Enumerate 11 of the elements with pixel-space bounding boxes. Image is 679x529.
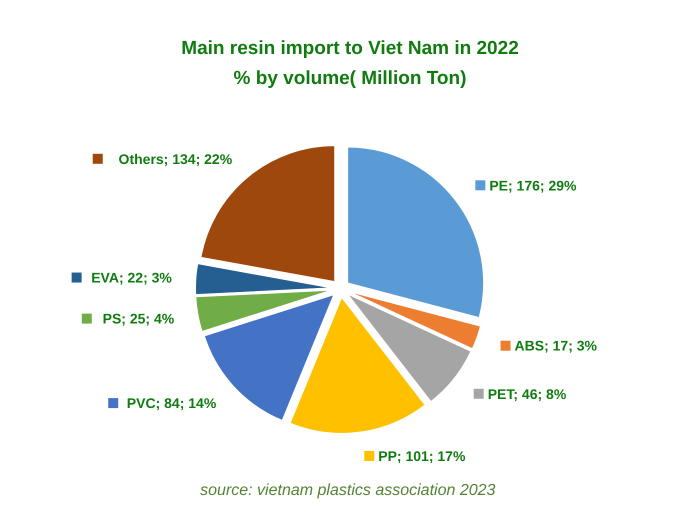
legend-label: PET; 46; 8% xyxy=(488,386,567,402)
chart-subtitle: % by volume( Million Ton) xyxy=(234,68,466,89)
chart-title: Main resin import to Viet Nam in 2022 xyxy=(181,38,519,59)
legend-label: PVC; 84; 14% xyxy=(126,395,217,412)
legend-label: EVA; 22; 3% xyxy=(91,270,172,286)
legend-label: PP; 101; 17% xyxy=(378,448,466,464)
legend-label: Others; 134; 22% xyxy=(118,150,233,167)
source-note: source: vietnam plastics association 2023 xyxy=(200,482,496,499)
legend-label: PS; 25; 4% xyxy=(102,310,175,327)
legend-label: ABS; 17; 3% xyxy=(514,338,598,354)
legend-label: PE; 176; 29% xyxy=(489,177,578,194)
